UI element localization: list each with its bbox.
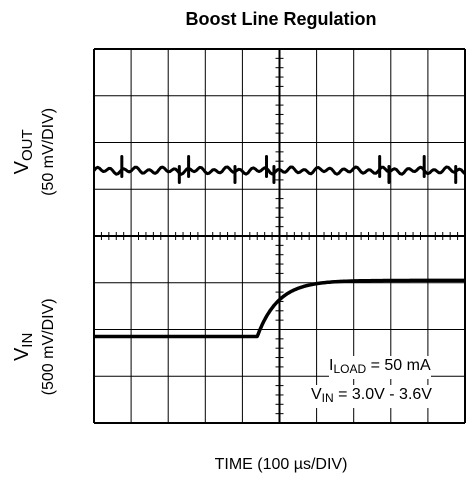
chart-title: Boost Line Regulation — [185, 9, 377, 29]
x-axis-label: TIME (100 µs/DIV) — [214, 456, 348, 473]
annotation-iload: ILOAD = 50 mA — [329, 356, 431, 379]
vout-trace — [92, 165, 467, 176]
annotation-vin: VIN = 3.0V - 3.6V — [311, 385, 432, 408]
vin-trace — [93, 278, 466, 339]
vout-spikes — [120, 155, 458, 185]
